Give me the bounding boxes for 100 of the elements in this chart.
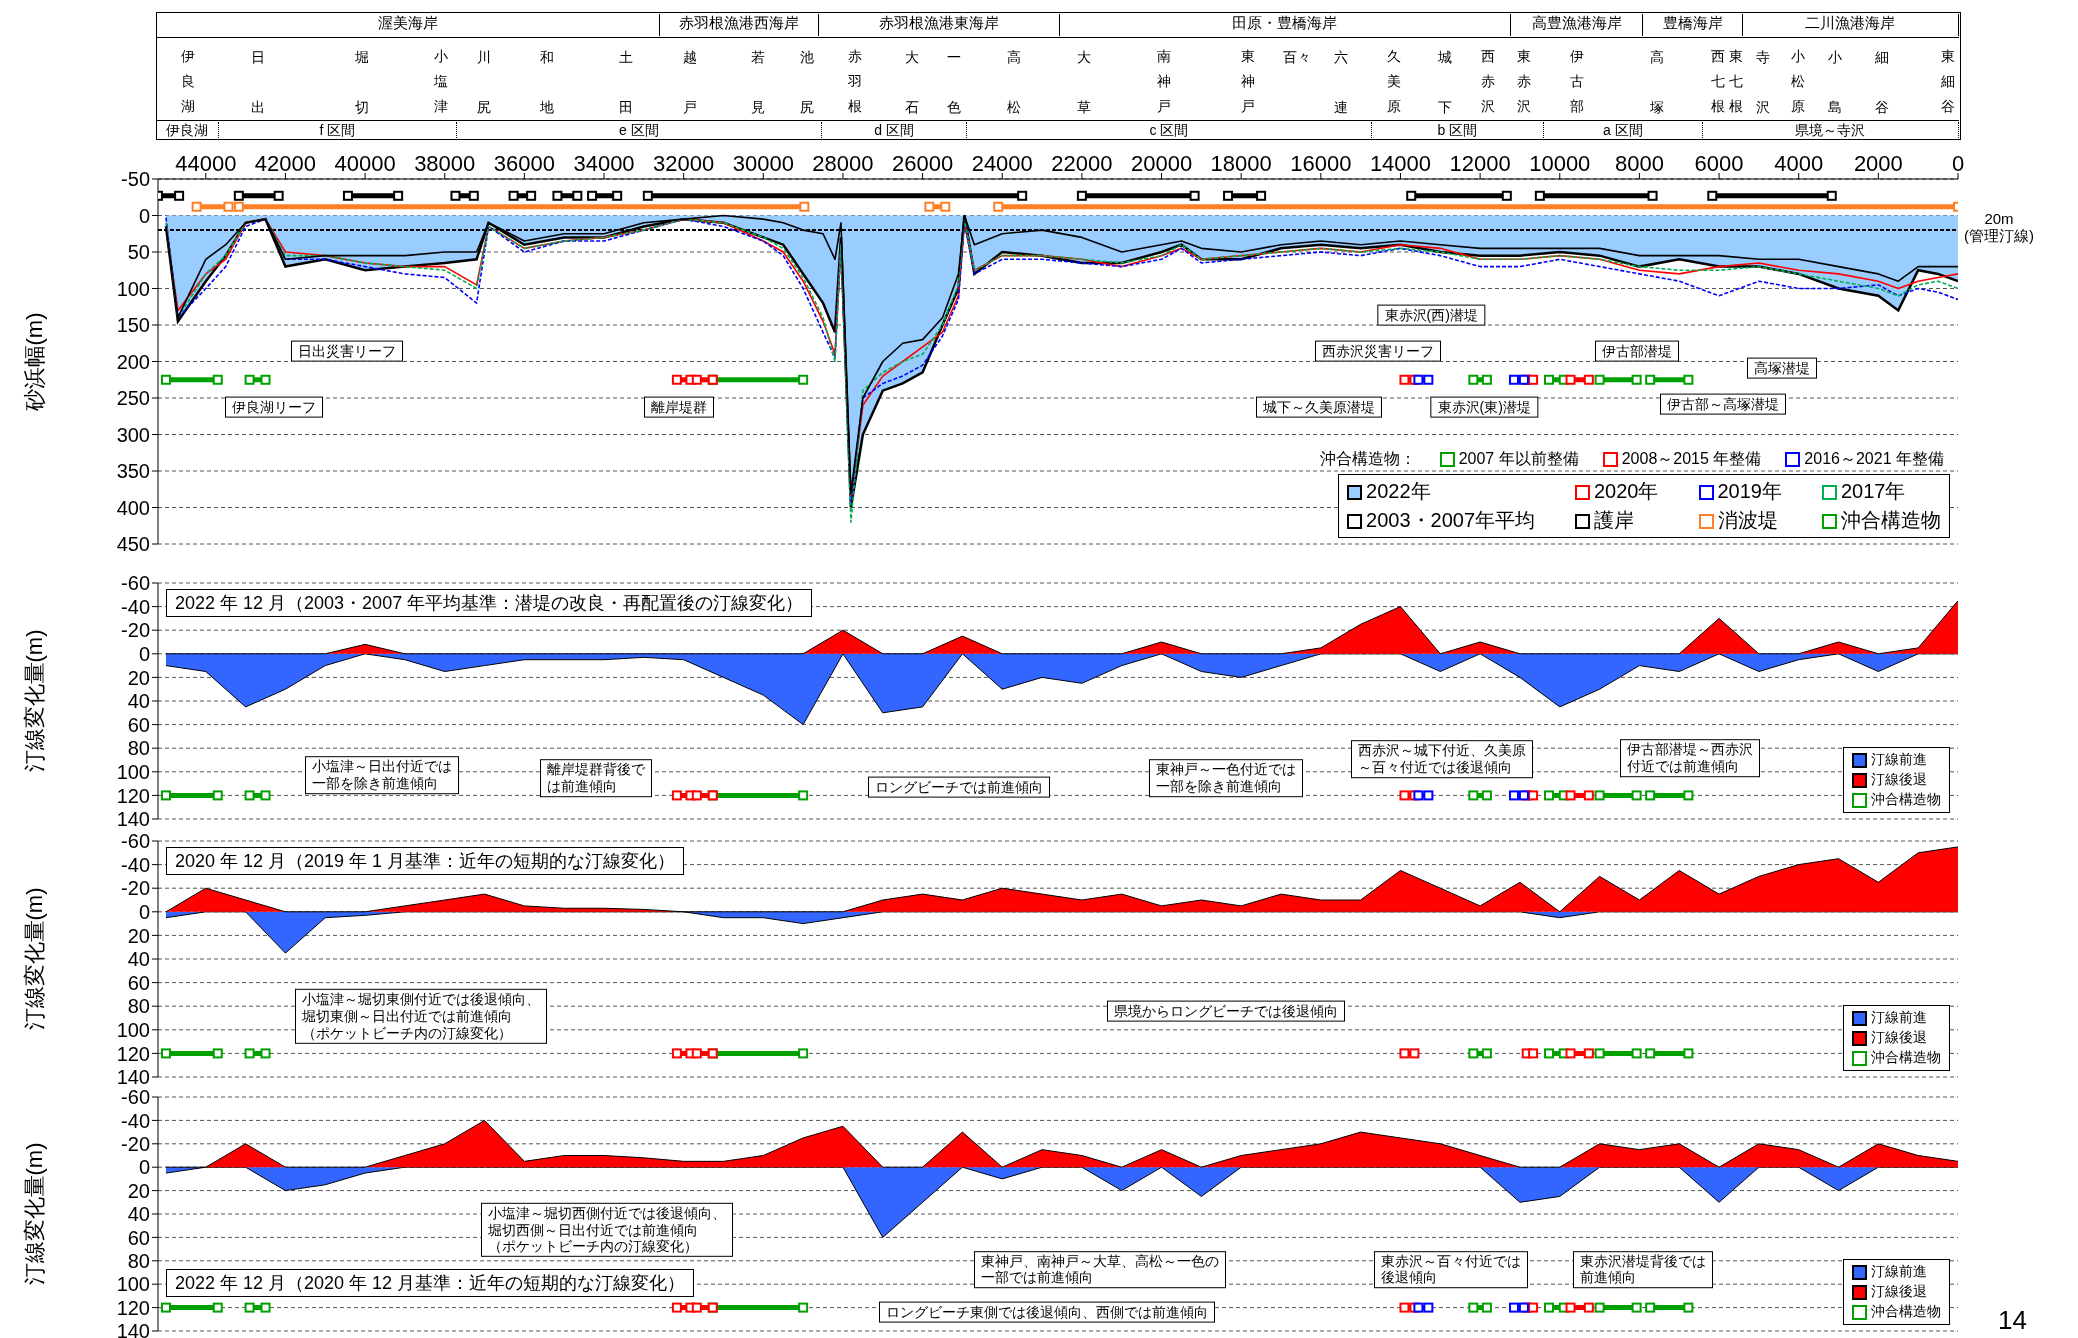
y-tick-label: 40	[127, 690, 150, 713]
y-tick-label: -40	[121, 1109, 150, 1132]
annotation: 日出災害リーフ	[291, 340, 404, 362]
category-label: 高松	[1006, 49, 1021, 115]
category-label: 大石	[904, 49, 919, 115]
annotation: 小塩津～堀切東側付近では後退傾向、堀切東側～日出付近では前進傾向（ポケットビーチ内の汀線変化）	[295, 989, 548, 1044]
annotation: 西赤沢災害リーフ	[1315, 340, 1442, 362]
text: b 区間	[1371, 122, 1544, 138]
y-tick-label: -20	[121, 877, 150, 900]
x-tick-label: 30000	[732, 151, 794, 176]
y-axis-title: 汀線変化量(m)	[21, 629, 49, 773]
x-tick-label: 32000	[653, 151, 715, 176]
x-tick-label: 18000	[1210, 151, 1272, 176]
legend-label: 汀線前進	[1870, 1009, 1928, 1027]
text: 豊橋海岸	[1643, 14, 1743, 36]
y-tick-label: 120	[116, 784, 150, 807]
annotation: 東赤沢～百々付近では後退傾向	[1374, 1250, 1529, 1289]
text: 2022 年 12 月（2003・2007 年平均基準：潜堤の改良・再配置後の汀線変化）	[166, 589, 813, 617]
x-tick-label: 42000	[254, 151, 317, 176]
annotation: 東赤沢潜堤背後では前進傾向	[1573, 1250, 1714, 1289]
legend-label: 2017年	[1840, 479, 1907, 504]
y-tick-label: 140	[116, 1066, 150, 1089]
annotation: ロングビーチでは前進傾向	[868, 776, 1051, 798]
annotation: 2007 年以前整備	[1457, 449, 1579, 469]
y-tick-label: 150	[116, 314, 150, 337]
y-tick-label: -40	[121, 853, 150, 876]
x-tick-label: 12000	[1449, 151, 1511, 176]
y-tick-label: 0	[138, 900, 150, 923]
category-label: 堀切	[354, 49, 369, 115]
y-tick-label: 0	[138, 642, 150, 665]
x-tick-label: 20000	[1130, 151, 1193, 176]
x-tick-label: 0	[1951, 151, 1965, 176]
legend-label: 汀線前進	[1870, 1263, 1928, 1281]
y-tick-label: 60	[127, 971, 150, 994]
y-tick-label: 100	[116, 1018, 150, 1041]
x-tick-label: 16000	[1290, 151, 1352, 176]
x-tick-label: 38000	[414, 151, 476, 176]
category-label: 寺沢	[1755, 49, 1770, 115]
y-tick-label: -20	[121, 619, 150, 642]
y-tick-label: -40	[121, 595, 150, 618]
text: e 区間	[457, 122, 822, 138]
annotation: 小塩津～日出付近では一部を除き前進傾向	[304, 756, 459, 795]
annotation: 離岸堤群背後では前進傾向	[540, 759, 653, 797]
x-tick-label: 28000	[812, 151, 874, 176]
text: 2020 年 12 月（2019 年 1 月基準：近年の短期的な汀線変化）	[166, 847, 685, 875]
y-tick-label: 80	[127, 995, 150, 1018]
legend-label: 2020年	[1593, 479, 1659, 504]
y-tick-label: -60	[121, 572, 150, 595]
annotation: 離岸堤群	[643, 396, 714, 418]
legend-label: 護岸	[1593, 508, 1635, 533]
annotation: 伊古部潜堤～西赤沢付近では前進傾向	[1619, 739, 1760, 777]
category-label: 一色	[947, 49, 962, 115]
text: 伊良湖	[156, 122, 219, 138]
annotation: 東赤沢(西)潜堤	[1377, 305, 1485, 326]
category-label: 六連	[1334, 49, 1349, 115]
y-tick-label: -50	[121, 168, 150, 191]
text: 2022 年 12 月（2020 年 12 月基準：近年の短期的な汀線変化）	[166, 1269, 695, 1297]
annotation: 小塩津～堀切西側付近では後退傾向、堀切西側～日出付近では前進傾向（ポケットビーチ内の汀線変化）	[480, 1202, 733, 1258]
category-label: 細谷	[1874, 49, 1889, 115]
y-tick-label: 20	[127, 1179, 150, 1202]
y-tick-label: -60	[121, 830, 150, 853]
category-label: 西赤沢	[1480, 47, 1497, 116]
y-tick-label: 140	[116, 1320, 150, 1338]
category-label: 伊良湖	[180, 47, 197, 116]
category-label: 赤羽根	[846, 47, 863, 116]
y-tick-label: 100	[116, 1273, 150, 1296]
legend-label: 2003・2007年平均	[1365, 508, 1535, 533]
y-tick-label: 450	[116, 533, 150, 556]
annotation: 伊古部潜堤	[1594, 340, 1679, 362]
text: c 区間	[967, 122, 1372, 138]
annotation: 県境からロングビーチでは後退傾向	[1106, 1000, 1345, 1022]
y-tick-label: 250	[116, 387, 150, 410]
x-tick-label: 4000	[1774, 151, 1824, 176]
y-axis-title: 汀線変化量(m)	[21, 887, 49, 1031]
y-tick-label: 140	[116, 808, 150, 831]
y-tick-label: 100	[116, 277, 150, 300]
legend-label: 消波堤	[1716, 508, 1779, 533]
category-label: 細谷	[1941, 73, 1956, 114]
y-tick-label: 120	[116, 1042, 150, 1065]
y-tick-label: 60	[127, 1226, 150, 1249]
legend-label: 沖合構造物	[1870, 1303, 1941, 1321]
text: 二川漁港海岸	[1742, 14, 1959, 36]
text: d 区間	[821, 122, 968, 138]
legend-label: 2019年	[1716, 479, 1782, 504]
annotation: 東神戸、南神戸～大草、高松～一色の一部では前進傾向	[973, 1250, 1226, 1289]
y-tick-label: 100	[116, 760, 150, 783]
category-label: 若見	[751, 49, 766, 115]
y-tick-label: 0	[138, 1156, 150, 1179]
y-tick-label: 20	[127, 666, 150, 689]
x-tick-label: 14000	[1369, 151, 1432, 176]
x-tick-label: 10000	[1529, 151, 1591, 176]
x-tick-label: 34000	[573, 151, 635, 176]
category-label: 和地	[540, 49, 555, 115]
category-label: 伊古部	[1569, 47, 1586, 116]
legend-label: 2016～2021 年整備	[1803, 449, 1944, 469]
category-label: 小塩津	[433, 47, 450, 116]
text: a 区間	[1543, 122, 1703, 138]
y-tick-label: 300	[116, 423, 150, 446]
text: 県境～寺沢	[1702, 122, 1959, 138]
y-tick-label: 60	[127, 713, 150, 736]
